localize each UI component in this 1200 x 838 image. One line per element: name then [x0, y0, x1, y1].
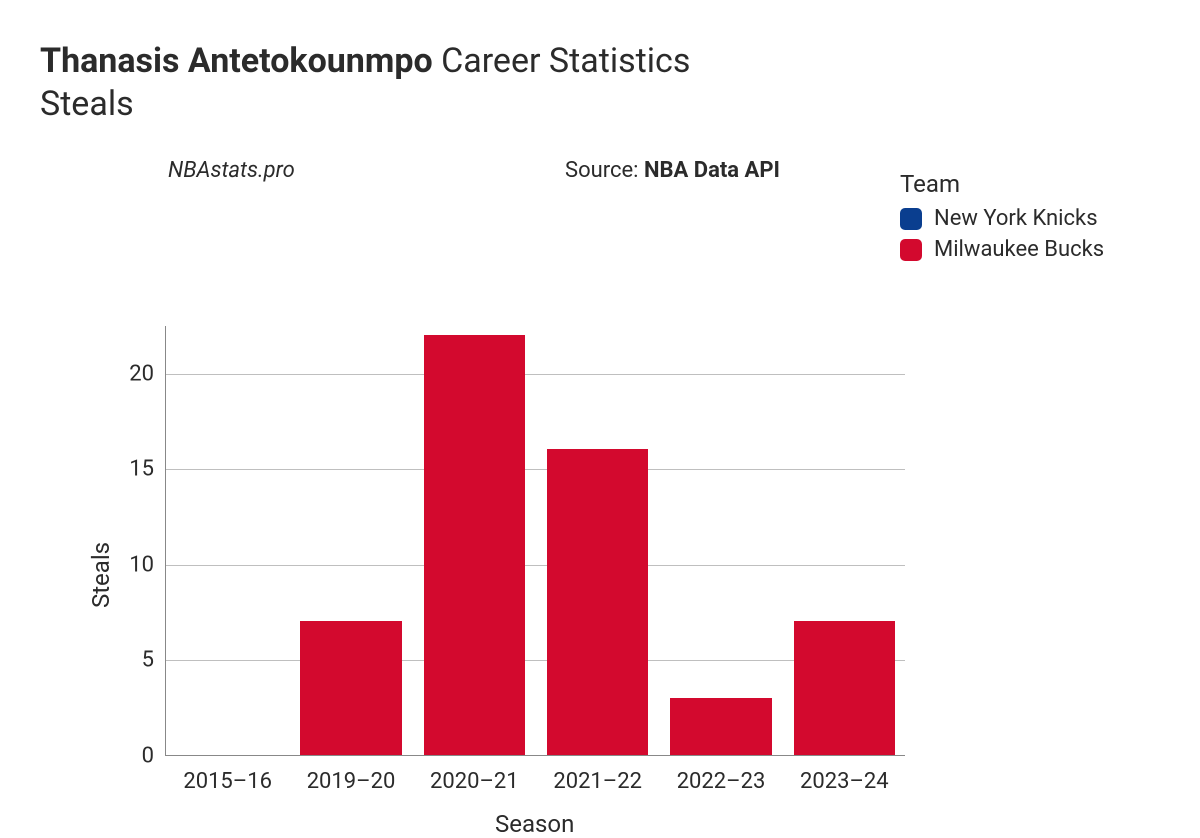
- title-sub: Steals: [40, 83, 1160, 126]
- title-player: Thanasis Antetokounmpo: [40, 41, 433, 81]
- bar: [670, 698, 771, 755]
- legend-item: New York Knicks: [900, 206, 1104, 231]
- legend-title: Team: [900, 170, 1104, 198]
- gridline: [166, 565, 905, 566]
- legend-item: Milwaukee Bucks: [900, 237, 1104, 262]
- y-tick-label: 10: [129, 552, 166, 577]
- gridline: [166, 469, 905, 470]
- bar: [424, 335, 525, 755]
- x-tick-label: 2019–20: [307, 755, 396, 794]
- legend-label: New York Knicks: [934, 206, 1098, 231]
- bar: [547, 449, 648, 755]
- plot-area: 051015202015–162019–202020–212021–222022…: [165, 326, 905, 756]
- bar: [794, 621, 895, 755]
- y-tick-label: 15: [129, 457, 166, 482]
- x-tick-label: 2015–16: [183, 755, 272, 794]
- x-tick-label: 2022–23: [677, 755, 766, 794]
- x-tick-label: 2020–21: [430, 755, 519, 794]
- y-tick-label: 20: [129, 361, 166, 386]
- legend-swatch: [900, 208, 922, 230]
- chart-title: Thanasis Antetokounmpo Career Statistics…: [40, 40, 1160, 125]
- gridline: [166, 374, 905, 375]
- x-axis-title: Season: [495, 810, 574, 838]
- source-label: Source: NBA Data API: [565, 158, 780, 183]
- bar: [300, 621, 401, 755]
- legend-swatch: [900, 239, 922, 261]
- legend-label: Milwaukee Bucks: [934, 237, 1104, 262]
- x-tick-label: 2023–24: [800, 755, 889, 794]
- watermark: NBAstats.pro: [168, 158, 295, 183]
- legend: Team New York Knicks Milwaukee Bucks: [900, 170, 1104, 268]
- y-tick-label: 5: [142, 648, 166, 673]
- title-stat: Career Statistics: [441, 41, 690, 81]
- y-axis-title: Steals: [87, 542, 115, 608]
- x-tick-label: 2021–22: [553, 755, 642, 794]
- y-tick-label: 0: [142, 744, 166, 769]
